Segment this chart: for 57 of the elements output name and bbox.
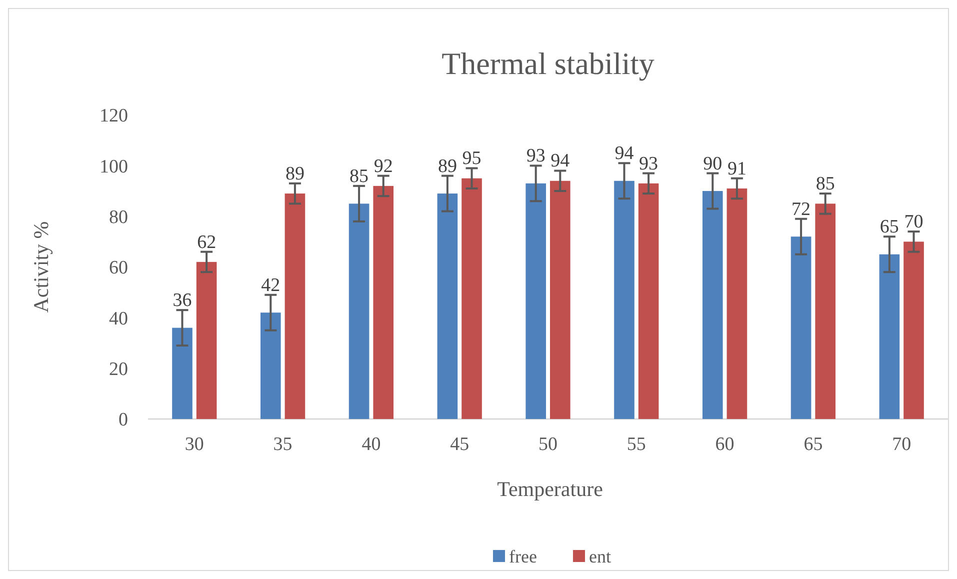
data-label: 36: [172, 290, 192, 312]
bar: [196, 262, 217, 419]
bar: [702, 191, 723, 419]
x-axis-title: Temperature: [497, 477, 603, 501]
data-label: 90: [703, 153, 722, 174]
x-tick-label: 50: [538, 434, 558, 455]
x-tick-label: 70: [892, 434, 912, 455]
data-label: 93: [639, 153, 658, 174]
x-tick-label: 65: [804, 434, 823, 455]
y-tick-label: 100: [100, 156, 128, 178]
bar: [526, 183, 546, 419]
bar: [462, 178, 482, 419]
bar: [879, 254, 900, 419]
data-label: 65: [880, 216, 899, 238]
legend-label: free: [509, 546, 537, 566]
bar: [815, 204, 836, 419]
x-tick-label: 55: [626, 434, 646, 455]
data-label: 91: [727, 158, 746, 180]
data-label: 42: [261, 274, 280, 296]
data-label: 85: [350, 166, 369, 187]
bar: [790, 236, 812, 419]
data-label: 94: [550, 150, 570, 172]
legend-label: ent: [589, 546, 611, 566]
x-tick-label: 35: [273, 434, 292, 455]
data-label: 85: [816, 174, 835, 195]
data-label: 93: [526, 146, 546, 167]
bar: [614, 180, 634, 419]
x-tick-label: 40: [362, 434, 381, 455]
data-label: 95: [462, 148, 482, 170]
bar: [172, 328, 192, 419]
y-tick-label: 0: [118, 410, 128, 431]
bar: [260, 312, 281, 419]
data-label: 62: [197, 232, 216, 253]
y-tick-label: 80: [109, 206, 128, 228]
bar: [284, 194, 306, 419]
bar: [726, 188, 748, 419]
data-label: 89: [285, 163, 304, 184]
data-label: 92: [374, 156, 393, 177]
data-label: 94: [614, 143, 634, 164]
data-label: 72: [792, 198, 811, 220]
y-tick-label: 60: [109, 258, 128, 279]
y-tick-label: 40: [109, 308, 128, 330]
bar: [904, 242, 924, 419]
data-label: 70: [904, 212, 924, 233]
x-tick-label: 30: [184, 434, 204, 455]
y-tick-label: 20: [109, 358, 128, 380]
y-axis-title: Activity %: [29, 221, 53, 313]
x-tick-label: 60: [715, 434, 734, 455]
chart-title: Thermal stability: [442, 46, 655, 81]
bar: [638, 183, 659, 419]
y-tick-label: 120: [100, 106, 128, 127]
bar: [437, 194, 458, 419]
x-tick-label: 45: [450, 434, 470, 455]
bar: [373, 186, 394, 419]
bar: [348, 204, 370, 419]
bar: [550, 180, 570, 419]
data-label: 89: [438, 156, 457, 177]
